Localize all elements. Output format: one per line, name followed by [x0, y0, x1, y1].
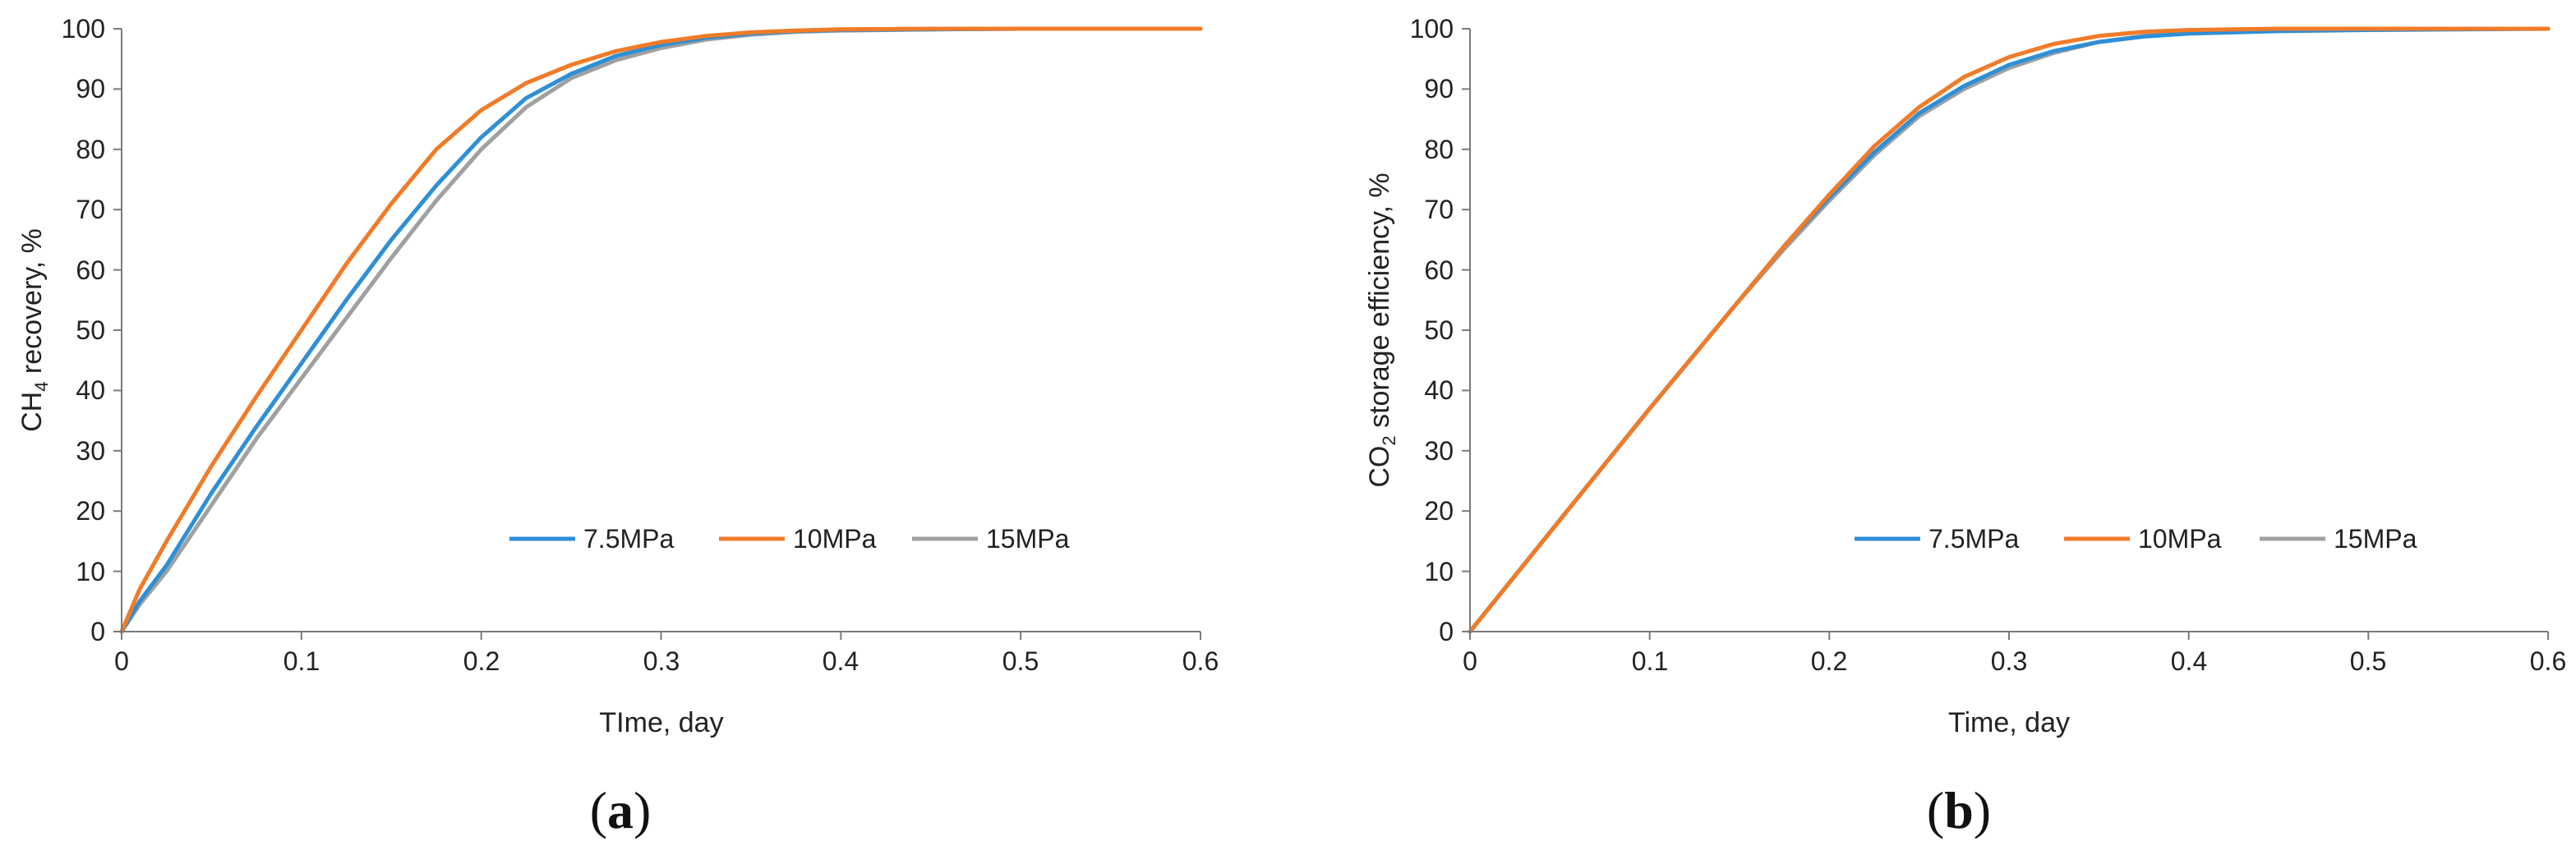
- chart-b-marks: [1468, 26, 2551, 634]
- chart-a-panel-label: (a): [590, 781, 652, 839]
- chart-b-xtick-label: 0.3: [1991, 646, 2027, 676]
- chart-a-xtick-label: 0.5: [1002, 646, 1039, 676]
- chart-b-ylabel-main: CO: [1364, 446, 1395, 488]
- chart-b-xtick-label: 0.1: [1632, 646, 1668, 676]
- chart-b-xtick-marks: [1469, 632, 2549, 640]
- chart-a-ylabel-sub: 4: [31, 382, 52, 392]
- chart-a-xtick-marks: [121, 632, 1201, 640]
- chart-b-ytick-label: 40: [1424, 375, 1454, 405]
- chart-a-ytick-label: 10: [76, 557, 105, 586]
- chart-a-xtick-label: 0.4: [823, 646, 859, 676]
- chart-a-legend-label: 15MPa: [986, 524, 1070, 554]
- chart-b-xtick-label: 0.6: [2530, 646, 2566, 676]
- chart-b-ytick-label: 20: [1424, 496, 1454, 526]
- chart-a-ytick-label: 80: [76, 135, 105, 164]
- chart-b-series-line-10mpa: [1468, 26, 2551, 634]
- chart-a-xtick-label: 0: [114, 646, 129, 676]
- chart-b-ytick-label: 0: [1439, 617, 1454, 646]
- chart-b-xtick-label: 0.5: [2350, 646, 2386, 676]
- chart-b-panel-label: (b): [1927, 781, 1991, 839]
- chart-b-ytick-label: 80: [1424, 135, 1454, 164]
- chart-a-marks: [119, 26, 1203, 634]
- chart-a-xtick-label: 0.1: [283, 646, 320, 676]
- chart-b-ytick-label: 30: [1424, 436, 1454, 466]
- chart-b-legend-label: 10MPa: [2138, 524, 2222, 554]
- chart-a-ylabel-rest: recovery, %: [16, 228, 48, 381]
- chart-a-ytick-label: 0: [90, 617, 105, 646]
- chart-a-ylabel-main: CH: [16, 392, 48, 432]
- chart-b-ytick-label: 100: [1410, 14, 1454, 44]
- chart-a-ytick-label: 40: [76, 375, 105, 405]
- chart-a-legend: 7.5MPa 10MPa 15MPa: [509, 524, 1070, 554]
- chart-b-ytick-marks: [1462, 28, 1470, 632]
- chart-b-xtick-label: 0.2: [1811, 646, 1847, 676]
- chart-a-ytick-marks: [113, 28, 122, 632]
- chart-a-legend-label: 10MPa: [793, 524, 877, 554]
- chart-b-xtick-label: 0: [1463, 646, 1477, 676]
- chart-a-xlabel: TIme, day: [599, 707, 723, 738]
- chart-a-ytick-label: 60: [76, 255, 105, 285]
- chart-a-ytick-label: 30: [76, 436, 105, 466]
- chart-b-ytick-label: 50: [1424, 315, 1454, 345]
- chart-b-ylabel: CO2 storage efficiency, %: [1364, 172, 1399, 487]
- chart-b: 0 0.1 0.2 0.3 0.4 0.5 0.6 0 10 20 30 40 …: [1364, 14, 2566, 839]
- chart-a-ytick-label: 70: [76, 195, 105, 224]
- chart-a-ytick-label: 90: [76, 74, 105, 103]
- chart-a: 0 0.1 0.2 0.3 0.4 0.5 0.6 0 10 20 30 40 …: [16, 14, 1219, 839]
- chart-b-legend-label: 15MPa: [2334, 524, 2417, 554]
- chart-a-ytick-label: 100: [62, 14, 105, 44]
- chart-a-legend-label: 7.5MPa: [583, 524, 674, 554]
- chart-b-xtick-label: 0.4: [2171, 646, 2207, 676]
- chart-a-ytick-label: 50: [76, 315, 105, 345]
- chart-b-ytick-label: 90: [1424, 74, 1454, 103]
- chart-b-ytick-label: 70: [1424, 195, 1454, 224]
- chart-a-xtick-label: 0.6: [1182, 646, 1219, 676]
- chart-a-series-line-10mpa: [119, 26, 1203, 634]
- chart-b-xlabel: Time, day: [1948, 707, 2070, 738]
- chart-a-xtick-label: 0.2: [463, 646, 500, 676]
- chart-b-legend-label: 7.5MPa: [1929, 524, 2019, 554]
- chart-b-ylabel-rest: storage efficiency, %: [1364, 172, 1395, 435]
- chart-b-legend: 7.5MPa 10MPa 15MPa: [1855, 524, 2417, 554]
- chart-b-ylabel-sub: 2: [1379, 435, 1399, 445]
- chart-a-ytick-label: 20: [76, 496, 105, 526]
- chart-b-ytick-label: 60: [1424, 255, 1454, 285]
- chart-a-xtick-label: 0.3: [643, 646, 680, 676]
- chart-b-ytick-label: 10: [1424, 557, 1454, 586]
- chart-a-ylabel: CH4 recovery, %: [16, 228, 52, 432]
